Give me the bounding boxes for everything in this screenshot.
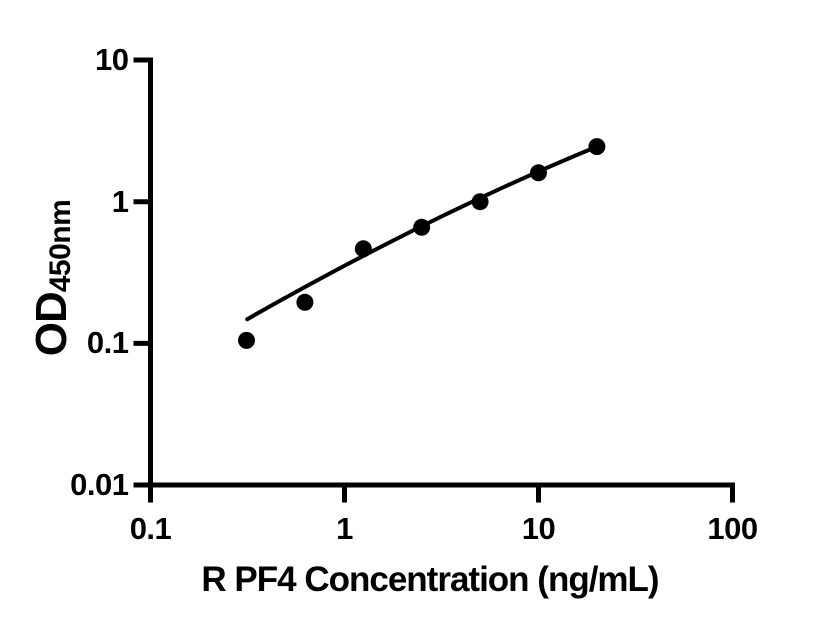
x-tick-label: 0.1: [129, 511, 172, 547]
data-point: [471, 193, 489, 211]
data-point: [296, 293, 314, 311]
x-axis-title: R PF4 Concentration (ng/mL): [201, 560, 659, 599]
data-point: [354, 240, 372, 258]
y-tick-label: 1: [111, 183, 129, 219]
data-point: [413, 218, 431, 236]
y-tick-label: 0.1: [86, 325, 129, 361]
data-point: [238, 331, 255, 349]
y-tick-label: 0.01: [70, 467, 129, 503]
y-tick-label: 10: [95, 42, 129, 78]
x-tick-label: 1: [336, 511, 353, 547]
x-tick-label: 10: [521, 511, 556, 547]
data-point: [530, 164, 547, 182]
x-tick-label: 100: [707, 511, 758, 547]
data-point: [588, 138, 606, 156]
